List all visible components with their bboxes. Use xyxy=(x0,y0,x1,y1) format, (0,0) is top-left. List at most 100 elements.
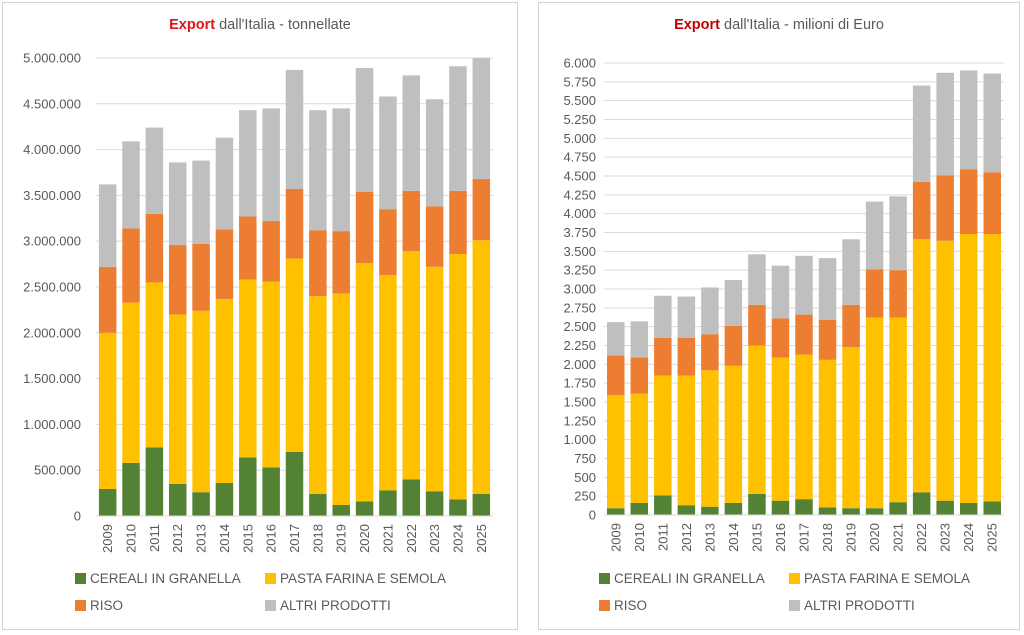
x-tick-label: 2011 xyxy=(655,523,670,551)
bar-segment-cereali-in-granella xyxy=(771,500,790,515)
x-tick-label: 2025 xyxy=(985,523,1000,552)
y-tick-label: 500.000 xyxy=(34,463,81,478)
bar-segment-riso xyxy=(959,169,978,235)
x-tick-label: 2024 xyxy=(450,524,465,553)
x-tick-label: 2016 xyxy=(264,524,279,553)
bar-segment-pasta-farina-e-semola xyxy=(285,258,304,452)
bar-segment-altri-prodotti xyxy=(818,258,837,320)
legend-swatch xyxy=(265,600,276,611)
bar-segment-altri-prodotti xyxy=(748,254,766,305)
bar-segment-altri-prodotti xyxy=(983,73,1001,173)
bar-segment-altri-prodotti xyxy=(724,279,743,326)
y-tick-label: 3.250 xyxy=(563,263,596,278)
chart-title: Export dall'Italia - milioni di Euro xyxy=(539,17,1019,33)
bar-segment-riso xyxy=(285,188,304,259)
bar-segment-riso xyxy=(262,221,280,282)
legend-label: ALTRI PRODOTTI xyxy=(280,598,391,613)
x-tick-label: 2014 xyxy=(726,523,741,552)
x-tick-label: 2020 xyxy=(867,523,882,552)
x-tick-label: 2011 xyxy=(147,524,162,552)
y-tick-label: 2.000 xyxy=(563,357,596,372)
y-tick-label: 6.000 xyxy=(563,56,596,71)
bar-segment-altri-prodotti xyxy=(795,255,813,315)
bar-segment-cereali-in-granella xyxy=(865,508,884,515)
bar-segment-riso xyxy=(168,244,187,315)
y-tick-label: 2.500 xyxy=(563,319,596,334)
bar-segment-pasta-farina-e-semola xyxy=(192,310,210,493)
x-tick-label: 2012 xyxy=(679,523,694,552)
y-tick-label: 5.250 xyxy=(563,112,596,127)
bar-segment-pasta-farina-e-semola xyxy=(630,393,649,503)
bar-segment-riso xyxy=(912,182,931,240)
bar-segment-pasta-farina-e-semola xyxy=(677,375,696,506)
legend-item-altri: ALTRI PRODOTTI xyxy=(789,598,1009,613)
x-tick-label: 2020 xyxy=(357,524,372,553)
bar-segment-pasta-farina-e-semola xyxy=(355,263,374,502)
bar-segment-altri-prodotti xyxy=(677,296,696,338)
legend-label: RISO xyxy=(614,598,648,613)
bar-segment-riso xyxy=(402,190,421,252)
bar-segment-altri-prodotti xyxy=(889,196,907,271)
y-tick-label: 0 xyxy=(589,508,596,523)
bar-segment-cereali-in-granella xyxy=(983,501,1001,515)
bar-segment-cereali-in-granella xyxy=(332,505,350,516)
chart-legend: CEREALI IN GRANELLA PASTA FARINA E SEMOL… xyxy=(75,571,485,613)
bar-segment-pasta-farina-e-semola xyxy=(472,240,491,495)
chart-title-rest: dall'Italia - milioni di Euro xyxy=(719,17,884,33)
bar-segment-cereali-in-granella xyxy=(959,502,978,515)
bar-segment-pasta-farina-e-semola xyxy=(332,293,350,506)
legend-item-altri: ALTRI PRODOTTI xyxy=(265,598,485,613)
bar-segment-riso xyxy=(332,231,350,294)
legend-label: PASTA FARINA E SEMOLA xyxy=(804,571,971,586)
y-tick-label: 5.000.000 xyxy=(23,51,81,66)
bar-segment-altri-prodotti xyxy=(936,72,954,176)
x-tick-label: 2016 xyxy=(773,523,788,552)
legend-swatch xyxy=(789,573,800,584)
x-tick-label: 2024 xyxy=(961,523,976,552)
bar-segment-riso xyxy=(748,304,766,346)
bar-segment-altri-prodotti xyxy=(865,201,884,270)
x-tick-label: 2019 xyxy=(844,523,859,552)
bar-segment-cereali-in-granella xyxy=(630,502,649,515)
y-tick-label: 3.500 xyxy=(563,244,596,259)
bar-segment-riso xyxy=(795,314,813,355)
bar-segment-riso xyxy=(865,269,884,318)
bar-segment-altri-prodotti xyxy=(449,66,467,191)
x-tick-label: 2022 xyxy=(914,523,929,552)
bar-segment-pasta-farina-e-semola xyxy=(818,359,837,508)
bar-segment-pasta-farina-e-semola xyxy=(215,298,234,484)
bar-segment-riso xyxy=(215,229,234,299)
x-tick-label: 2013 xyxy=(702,523,717,552)
legend-item-cereali: CEREALI IN GRANELLA xyxy=(75,571,265,586)
y-tick-label: 4.250 xyxy=(563,187,596,202)
bar-segment-riso xyxy=(425,206,444,267)
bar-segment-riso xyxy=(630,357,649,394)
bar-segment-cereali-in-granella xyxy=(122,462,140,516)
y-tick-label: 1.750 xyxy=(563,376,596,391)
y-tick-label: 2.500.000 xyxy=(23,280,81,295)
legend-label: CEREALI IN GRANELLA xyxy=(90,571,241,586)
bar-segment-pasta-farina-e-semola xyxy=(795,354,813,500)
y-tick-label: 3.500.000 xyxy=(23,188,81,203)
bar-segment-altri-prodotti xyxy=(285,69,304,189)
bar-segment-altri-prodotti xyxy=(630,321,649,358)
bar-segment-riso xyxy=(449,190,467,255)
bar-segment-cereali-in-granella xyxy=(449,499,467,516)
legend-label: CEREALI IN GRANELLA xyxy=(614,571,765,586)
bar-segment-riso xyxy=(239,216,257,280)
bar-segment-cereali-in-granella xyxy=(425,491,444,516)
bar-segment-cereali-in-granella xyxy=(355,501,374,516)
x-tick-label: 2021 xyxy=(891,523,906,552)
bar-segment-riso xyxy=(472,178,491,241)
x-tick-label: 2014 xyxy=(217,524,232,553)
x-tick-label: 2025 xyxy=(474,524,489,553)
bar-segment-riso xyxy=(724,325,743,366)
bar-segment-riso xyxy=(309,230,327,297)
bar-segment-pasta-farina-e-semola xyxy=(402,251,421,480)
bar-segment-pasta-farina-e-semola xyxy=(425,266,444,492)
bar-segment-riso xyxy=(936,175,954,241)
x-tick-label: 2023 xyxy=(938,523,953,552)
legend-item-cereali: CEREALI IN GRANELLA xyxy=(599,571,789,586)
bar-segment-altri-prodotti xyxy=(192,160,210,244)
y-tick-label: 3.000.000 xyxy=(23,234,81,249)
